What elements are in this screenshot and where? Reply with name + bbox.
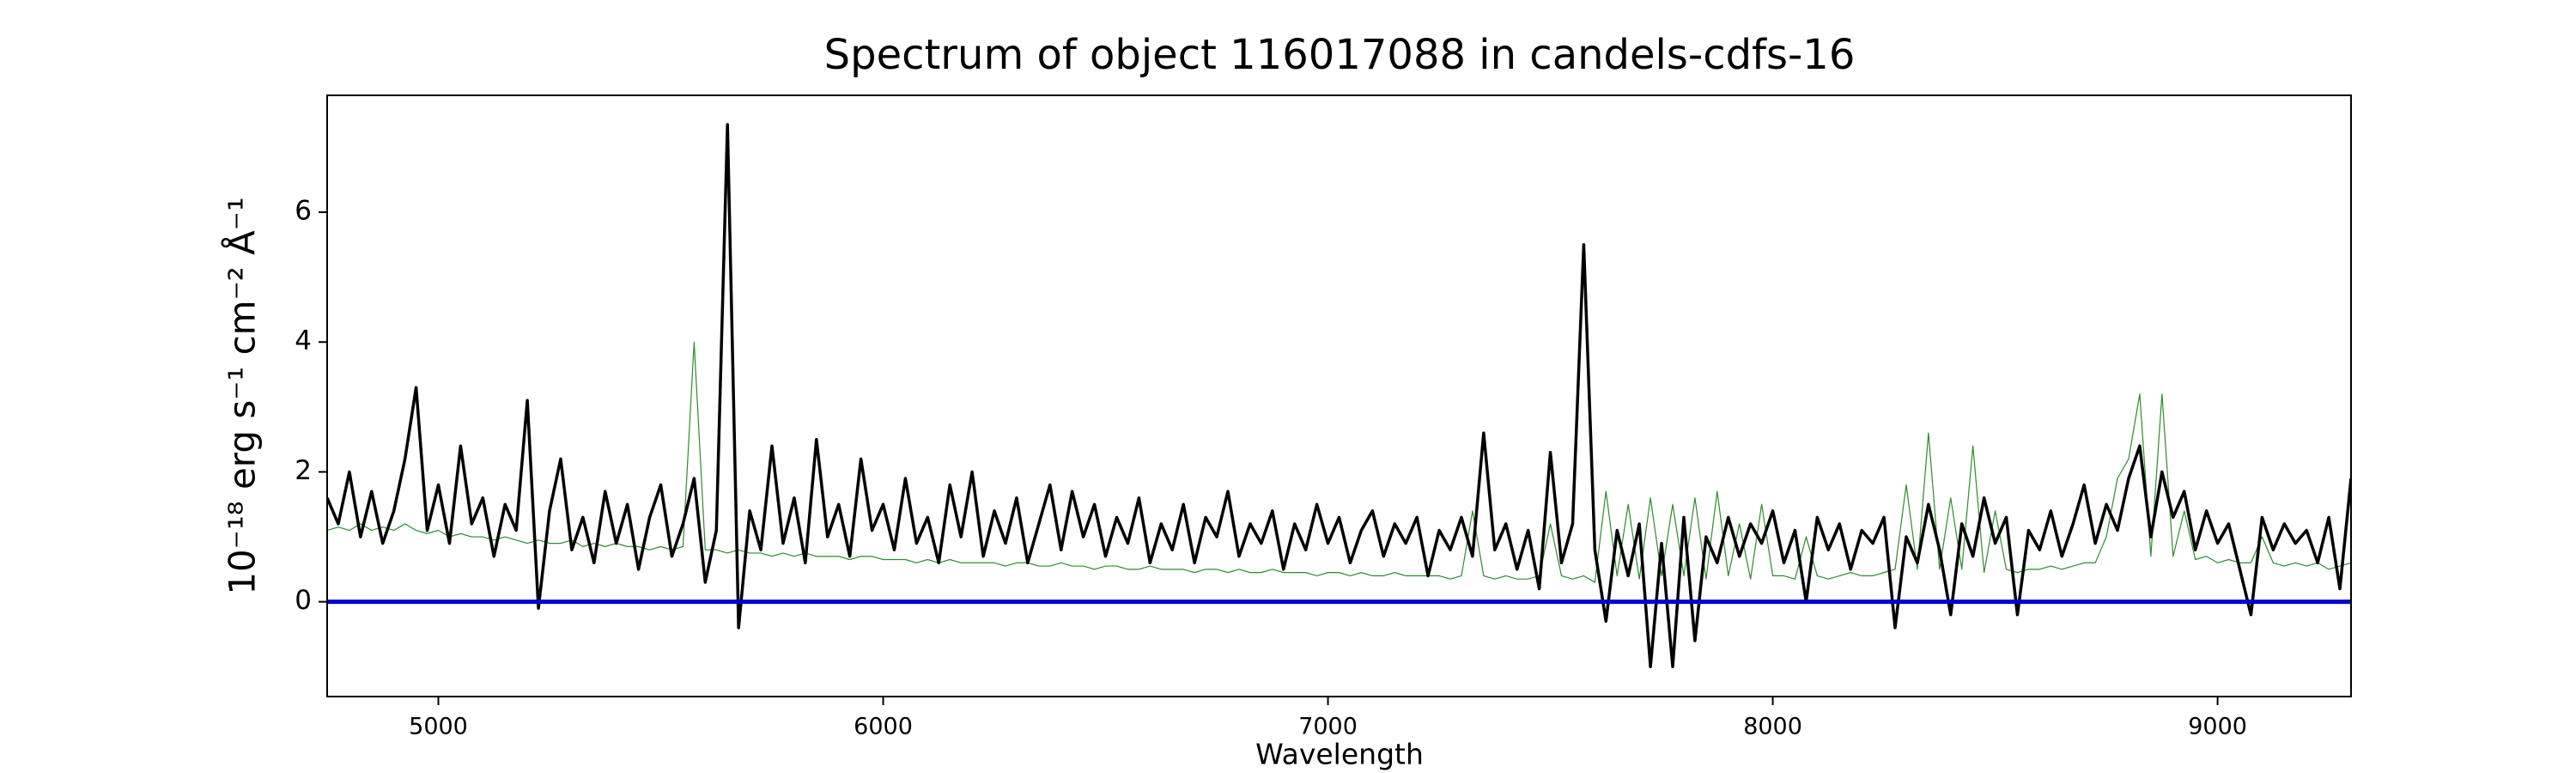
spectrum-line [327,123,2351,668]
y-axis-label: 10⁻¹⁸ erg s⁻¹ cm⁻² Å⁻¹ [221,197,264,594]
x-tick-label: 7000 [1298,714,1358,740]
y-tick-label: 6 [295,196,312,227]
spectrum-line [327,341,2351,583]
y-tick-label: 4 [295,326,312,356]
y-tick-label: 0 [295,585,312,616]
x-tick-label: 6000 [854,714,913,740]
plot-frame [326,94,2352,697]
x-tick-label: 5000 [409,714,468,740]
chart-title: Spectrum of object 116017088 in candels-… [824,31,1856,79]
x-axis-label: Wavelength [1255,738,1424,771]
y-tick-label: 2 [295,455,312,486]
x-tick-label: 8000 [1743,714,1802,740]
x-tick-label: 9000 [2188,714,2247,740]
